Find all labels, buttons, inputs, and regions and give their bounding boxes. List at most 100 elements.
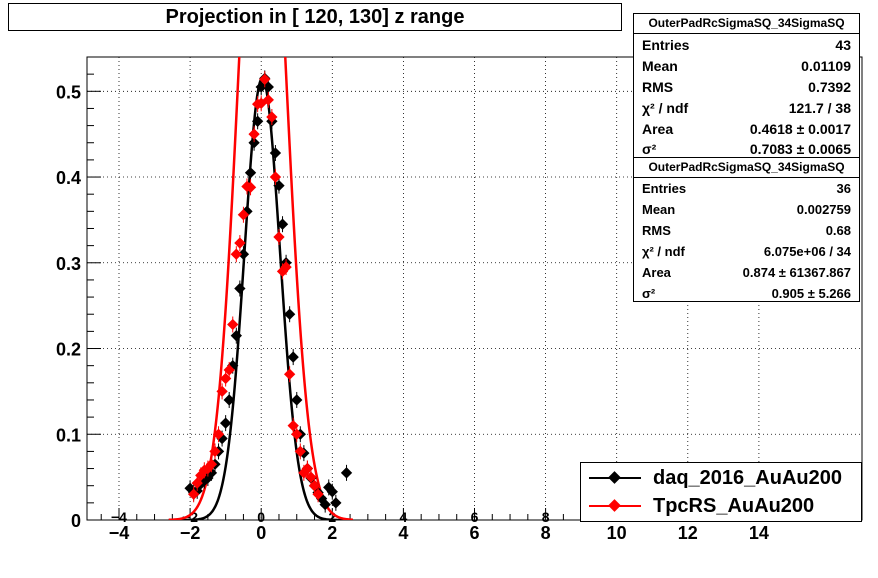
- data-point-daq: [330, 497, 342, 509]
- stats-value: 6.075e+06 / 34: [763, 244, 851, 259]
- stats-label: Area: [642, 265, 671, 280]
- stats-row-entries: Entries 43: [634, 34, 859, 55]
- data-point-daq: [223, 394, 235, 406]
- stats-row-entries: Entries 36: [634, 178, 859, 199]
- legend-label: daq_2016_AuAu200: [653, 466, 842, 489]
- x-tick-label-inner: 4: [400, 509, 408, 525]
- stats-label: χ² / ndf: [642, 99, 689, 116]
- x-tick-label: 6: [469, 523, 479, 543]
- stats-row-mean: Mean 0.01109: [634, 55, 859, 76]
- data-point-daq: [234, 282, 246, 295]
- data-point-tpcrs: [205, 458, 218, 470]
- stats-header: OuterPadRcSigmaSQ_34SigmaSQ: [634, 14, 859, 34]
- stats-label: Entries: [642, 181, 687, 196]
- data-point-tpcrs: [301, 462, 314, 475]
- data-point-daq: [319, 498, 331, 511]
- data-point-tpcrs: [216, 385, 228, 398]
- stats-label: RMS: [642, 223, 671, 238]
- x-tick-label: 4: [398, 523, 408, 543]
- stats-header: OuterPadRcSigmaSQ_34SigmaSQ: [634, 158, 859, 178]
- stats-row-rms: RMS 0.68: [634, 220, 859, 241]
- stats-value: 0.68: [825, 223, 851, 238]
- data-point-tpcrs: [308, 480, 321, 492]
- stats-value: 0.01109: [801, 57, 851, 74]
- legend: daq_2016_AuAu200 TpcRS_AuAu200: [580, 462, 862, 522]
- stats-value: 36: [836, 181, 851, 196]
- stats-value: 43: [835, 36, 851, 53]
- data-point-daq: [219, 417, 232, 429]
- data-point-daq: [340, 467, 353, 479]
- x-tick-label: 12: [678, 523, 698, 543]
- y-tick-label: 0.1: [56, 425, 81, 445]
- data-point-tpcrs: [248, 128, 260, 140]
- data-point-tpcrs: [212, 428, 225, 440]
- stats-label: χ² / ndf: [642, 244, 685, 259]
- data-point-tpcrs: [280, 261, 292, 273]
- stats-row-chi2: χ² / ndf 6.075e+06 / 34: [634, 241, 859, 262]
- x-tick-label-inner: 8: [542, 509, 550, 525]
- stats-value: 0.874 ± 61367.867: [742, 265, 851, 280]
- x-tick-label: 14: [749, 523, 769, 543]
- stats-label: σ²: [642, 141, 657, 157]
- y-tick-label: 0.2: [56, 340, 81, 360]
- data-point-daq: [269, 147, 282, 159]
- data-point-daq: [291, 394, 303, 406]
- stats-label: Entries: [642, 36, 690, 53]
- stats-label: Mean: [642, 57, 678, 74]
- data-point-daq: [326, 486, 338, 498]
- data-point-tpcrs: [287, 420, 299, 432]
- x-tick-label: 0: [256, 523, 266, 543]
- data-point-tpcrs: [291, 428, 303, 440]
- data-point-tpcrs: [227, 318, 239, 331]
- stats-label: Area: [642, 120, 674, 137]
- data-point-tpcrs: [230, 248, 242, 260]
- data-point-daq: [287, 351, 299, 363]
- x-tick-label-inner: −4: [111, 509, 127, 525]
- stats-row-area: Area 0.4618 ± 0.0017: [634, 118, 859, 139]
- x-tick-label: 10: [607, 523, 627, 543]
- data-point-daq: [283, 308, 296, 320]
- data-point-daq: [237, 248, 250, 260]
- x-tick-label-inner: 6: [471, 509, 479, 525]
- data-point-tpcrs: [273, 231, 285, 243]
- stats-row-sigma: σ² 0.905 ± 5.266: [634, 283, 859, 303]
- legend-marker: [589, 492, 641, 520]
- stats-label: RMS: [642, 78, 674, 95]
- x-tick-label: −4: [109, 523, 130, 543]
- stats-label: Mean: [642, 202, 676, 217]
- data-point-daq: [273, 179, 285, 192]
- data-point-daq: [248, 137, 260, 149]
- data-point-tpcrs: [283, 368, 296, 380]
- data-point-tpcrs: [223, 364, 235, 376]
- legend-label: TpcRS_AuAu200: [653, 494, 815, 517]
- y-tick-label: 0.5: [56, 82, 81, 102]
- stats-box-tpcrs: OuterPadRcSigmaSQ_34SigmaSQ Entries 36 M…: [633, 157, 860, 302]
- data-point-tpcrs: [294, 445, 306, 458]
- stats-row-area: Area 0.874 ± 61367.867: [634, 262, 859, 283]
- stats-value: 0.4618 ± 0.0017: [749, 120, 851, 137]
- stats-row-sigma: σ² 0.7083 ± 0.0065: [634, 139, 859, 159]
- stats-box-daq: OuterPadRcSigmaSQ_34SigmaSQ Entries 43 M…: [633, 13, 860, 158]
- data-point-tpcrs: [244, 181, 257, 193]
- stats-row-rms: RMS 0.7392: [634, 76, 859, 97]
- data-point-daq: [230, 330, 242, 342]
- data-point-tpcrs: [234, 237, 246, 249]
- x-tick-label: 8: [541, 523, 551, 543]
- x-tick-label-inner: 0: [257, 509, 265, 525]
- y-tick-label: 0.4: [56, 168, 81, 188]
- data-point-daq: [276, 218, 289, 230]
- legend-marker: [589, 464, 641, 492]
- data-point-tpcrs: [312, 488, 324, 500]
- plot-title: Projection in [ 120, 130] z range: [8, 3, 622, 31]
- data-point-daq: [244, 167, 257, 179]
- y-tick-label: 0.3: [56, 254, 81, 274]
- stats-value: 0.002759: [796, 202, 851, 217]
- legend-entry-daq: daq_2016_AuAu200: [581, 464, 861, 492]
- data-point-tpcrs: [187, 488, 200, 500]
- stats-row-mean: Mean 0.002759: [634, 199, 859, 220]
- stats-value: 121.7 / 38: [788, 99, 851, 116]
- stats-value: 0.7392: [808, 78, 851, 95]
- data-point-tpcrs: [305, 471, 317, 483]
- stats-value: 0.7083 ± 0.0065: [749, 141, 851, 157]
- y-tick-label: 0: [71, 511, 81, 531]
